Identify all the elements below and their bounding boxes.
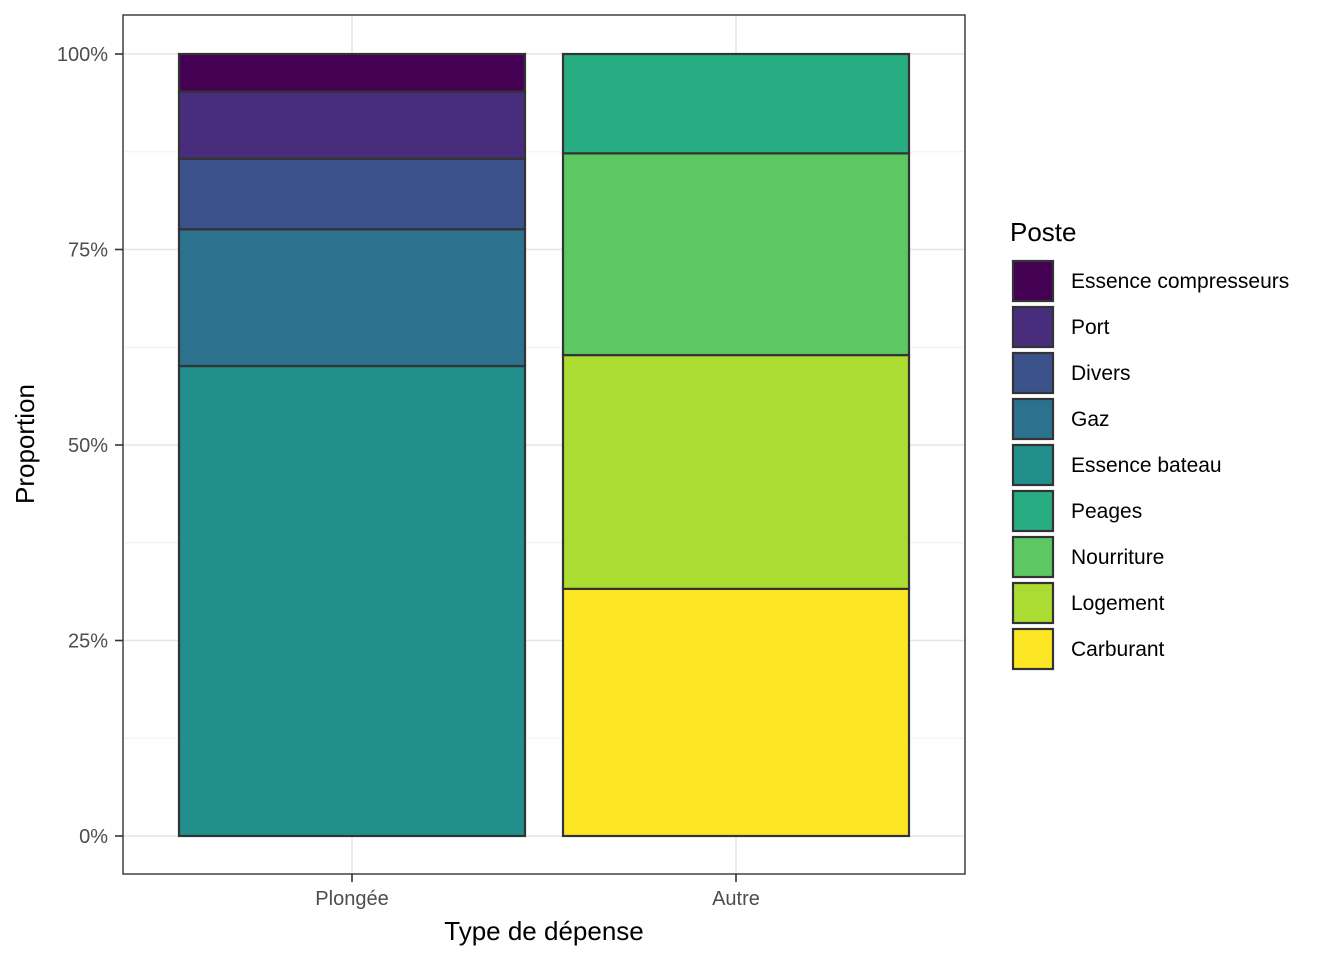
legend-key-swatch — [1011, 259, 1055, 303]
y-tick-label: 0% — [79, 826, 108, 848]
x-axis-title: Type de dépense — [444, 916, 644, 946]
y-tick-label: 75% — [68, 240, 108, 262]
legend-label: Carburant — [1071, 638, 1165, 661]
bar-segment — [177, 157, 527, 231]
legend-key-swatch — [1011, 397, 1055, 441]
bar-segment — [561, 353, 911, 590]
legend-label: Logement — [1071, 592, 1165, 615]
x-tick-label: Autre — [712, 888, 760, 910]
legend-label: Gaz — [1071, 408, 1110, 431]
legend-title: Poste — [1010, 217, 1077, 247]
legend-key-swatch — [1011, 305, 1055, 349]
legend: Poste Essence compresseurs Port Divers Gaz E… — [1010, 217, 1289, 671]
y-axis-title: Proportion — [10, 384, 40, 504]
legend-label: Peages — [1071, 500, 1142, 523]
y-tick-label: 50% — [68, 435, 108, 457]
y-tick-label: 100% — [57, 44, 108, 66]
legend-label: Divers — [1071, 362, 1131, 385]
legend-key-swatch — [1011, 535, 1055, 579]
bar-segment — [561, 587, 911, 838]
x-axis: Plongée Autre — [315, 874, 760, 910]
x-tick-label: Plongée — [315, 888, 388, 910]
bar-segment — [561, 152, 911, 357]
legend-label: Nourriture — [1071, 546, 1164, 569]
legend-label: Port — [1071, 316, 1110, 339]
bar-segment — [177, 52, 527, 93]
legend-key-swatch — [1011, 581, 1055, 625]
legend-key-swatch — [1011, 443, 1055, 487]
bar-segment — [561, 52, 911, 155]
legend-label: Essence compresseurs — [1071, 270, 1289, 293]
legend-key-swatch — [1011, 627, 1055, 671]
bar-segment — [177, 228, 527, 368]
y-axis: 0% 25% 50% 75% 100% — [57, 44, 123, 848]
bars — [177, 52, 911, 838]
legend-key-swatch — [1011, 489, 1055, 533]
legend-key-swatch — [1011, 351, 1055, 395]
bar-segment — [177, 90, 527, 160]
y-tick-label: 25% — [68, 631, 108, 653]
legend-label: Essence bateau — [1071, 454, 1222, 477]
bar-segment — [177, 364, 527, 838]
